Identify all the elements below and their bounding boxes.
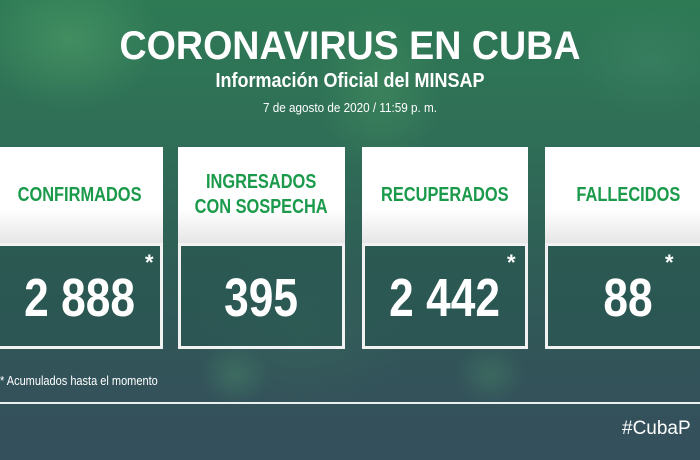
asterisk-icon: * (145, 250, 154, 275)
report-date: 7 de agosto de 2020 / 11:59 p. m. (262, 100, 438, 115)
card-label: CONFIRMADOS (17, 183, 142, 206)
footnote: * Acumulados hasta el momento (0, 374, 158, 388)
asterisk-icon: * (665, 250, 674, 275)
card-label: RECUPERADOS (381, 183, 509, 206)
card-value-box: 88 * (545, 243, 700, 349)
divider-line (0, 402, 700, 404)
card-label-line1: INGRESADOS (206, 171, 317, 193)
card-value-box: 2 442 * (362, 243, 528, 349)
card-value: 88 (603, 268, 654, 328)
stat-card-recuperados: RECUPERADOS 2 442 * (362, 147, 528, 349)
card-label: INGRESADOS CON SOSPECHA (195, 170, 328, 220)
card-value: 2 888 (24, 268, 135, 328)
card-label: FALLECIDOS (576, 183, 681, 206)
card-value-box: 395 (178, 243, 345, 349)
page-title: CORONAVIRUS EN CUBA (119, 24, 581, 68)
card-header: INGRESADOS CON SOSPECHA (178, 147, 345, 243)
hashtag: #CubaP (622, 418, 691, 439)
card-value: 395 (224, 268, 299, 328)
card-label-line2: CON SOSPECHA (194, 196, 329, 218)
page-subtitle: Información Oficial del MINSAP (215, 70, 485, 92)
card-header: FALLECIDOS (545, 147, 700, 243)
card-header: CONFIRMADOS (0, 147, 163, 243)
stat-card-fallecidos: FALLECIDOS 88 * (545, 147, 700, 349)
stat-card-confirmados: CONFIRMADOS 2 888 * (0, 147, 163, 349)
stat-card-ingresados: INGRESADOS CON SOSPECHA 395 (178, 147, 345, 349)
card-value-box: 2 888 * (0, 243, 163, 349)
card-header: RECUPERADOS (362, 147, 528, 243)
card-value: 2 442 (389, 268, 501, 328)
asterisk-icon: * (507, 250, 516, 275)
